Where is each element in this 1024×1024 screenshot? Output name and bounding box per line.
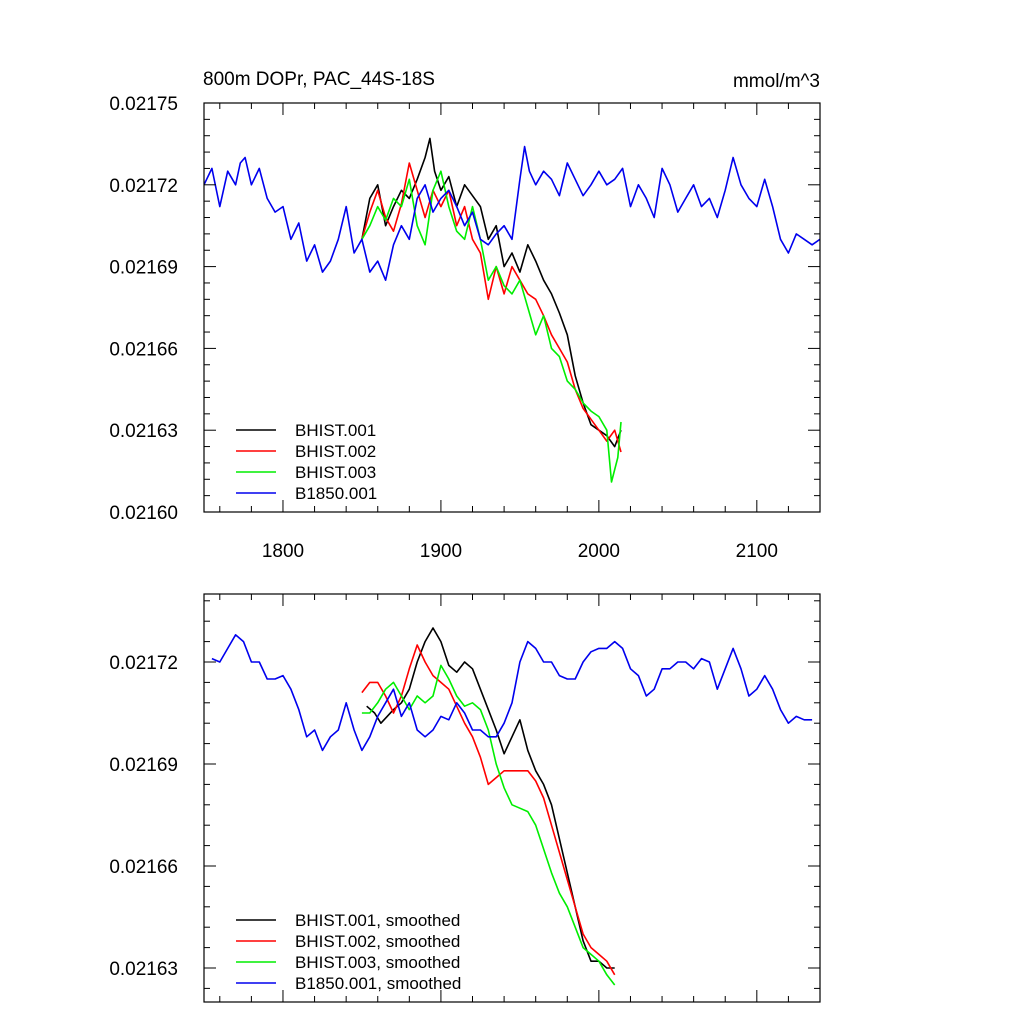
- bottom-y-tick-label: 0.02169: [109, 755, 178, 776]
- bottom-y-tick-label: 0.02172: [109, 653, 178, 674]
- bottom-y-tick-label: 0.02163: [109, 959, 178, 980]
- top-legend-label-bhist-001: BHIST.001: [295, 421, 376, 440]
- bottom-panel: 0.02163 0.02166 0.02169 0.02172 BHIST.001, …: [109, 593, 821, 1003]
- top-series-bhist-002: [361, 162, 622, 453]
- top-y-tick-label: 0.02163: [109, 421, 178, 442]
- bottom-plot-frame: [203, 593, 821, 1003]
- bottom-series-lines: [211, 627, 813, 986]
- bottom-legend-label-bhist-002-smoothed: BHIST.002, smoothed: [295, 932, 460, 951]
- top-x-tick-label: 1900: [420, 541, 462, 562]
- top-series-bhist-003: [361, 170, 622, 483]
- top-legend: BHIST.001 BHIST.002 BHIST.003 B1850.001: [236, 421, 377, 503]
- bottom-series-b1850-001-smoothed: [211, 633, 813, 752]
- bottom-series-bhist-003-smoothed: [361, 664, 616, 986]
- top-series-b1850-001: [204, 145, 820, 282]
- top-legend-label-bhist-003: BHIST.003: [295, 463, 376, 482]
- top-legend-label-b1850-001: B1850.001: [295, 484, 377, 503]
- bottom-y-tick-labels: 0.02163 0.02166 0.02169 0.02172: [109, 653, 178, 980]
- top-series-lines: [204, 137, 820, 483]
- top-x-tick-label: 2100: [736, 541, 778, 562]
- chart-title: 800m DOPr, PAC_44S-18S: [203, 69, 435, 90]
- top-x-tick-label: 2000: [578, 541, 620, 562]
- top-y-tick-label: 0.02175: [109, 94, 178, 115]
- bottom-ticks: [204, 594, 821, 1002]
- top-y-tick-labels: 0.02160 0.02163 0.02166 0.02169 0.02172 0.021…: [109, 94, 178, 524]
- units-label: mmol/m^3: [733, 71, 820, 92]
- top-y-tick-label: 0.02166: [109, 339, 178, 360]
- top-y-tick-label: 0.02169: [109, 258, 178, 279]
- bottom-series-bhist-002-smoothed: [361, 644, 616, 976]
- top-panel: 800m DOPr, PAC_44S-18S mmol/m^3 0.021600…: [109, 69, 821, 562]
- top-y-tick-label: 0.02160: [109, 503, 178, 524]
- bottom-y-tick-label: 0.02166: [109, 857, 178, 878]
- top-legend-label-bhist-002: BHIST.002: [295, 442, 376, 461]
- bottom-legend: BHIST.001, smoothed BHIST.002, smoothed BH…: [236, 911, 461, 993]
- bottom-legend-label-bhist-003-smoothed: BHIST.003, smoothed: [295, 953, 460, 972]
- top-plot-frame: [203, 102, 821, 513]
- top-x-tick-label: 1800: [262, 541, 304, 562]
- top-series-bhist-001: [361, 137, 622, 448]
- top-y-tick-label: 0.02172: [109, 176, 178, 197]
- bottom-legend-label-bhist-001-smoothed: BHIST.001, smoothed: [295, 911, 460, 930]
- top-x-tick-labels: 1800 1900 2000 2100: [262, 541, 778, 562]
- top-ticks: [204, 102, 821, 513]
- bottom-legend-label-b1850-001-smoothed: B1850.001, smoothed: [295, 974, 461, 993]
